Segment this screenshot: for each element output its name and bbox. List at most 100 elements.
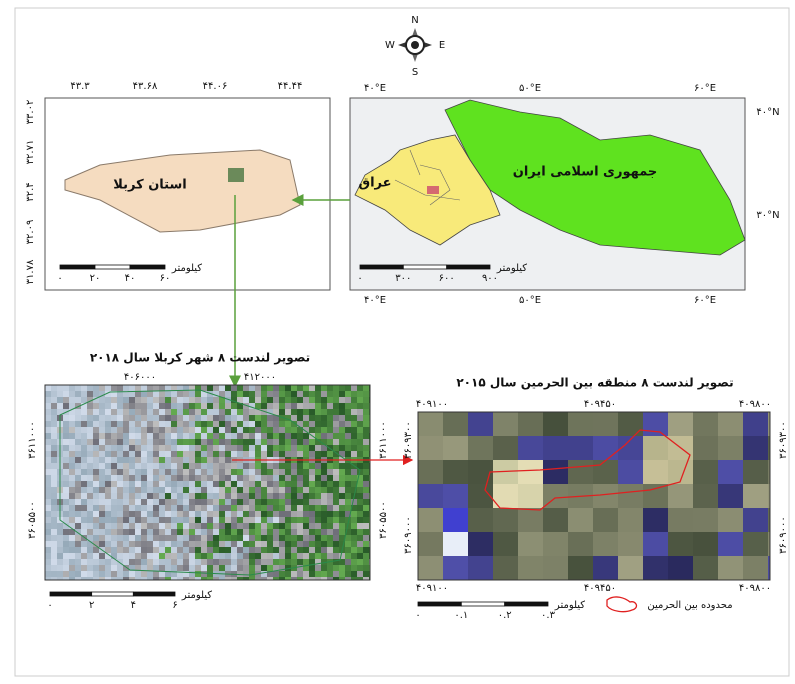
karbala-location (427, 186, 439, 194)
pixel (273, 523, 279, 529)
pixel (363, 409, 369, 415)
pixel (195, 529, 201, 535)
pixel (351, 409, 357, 415)
pixel (339, 571, 345, 577)
pixel (105, 451, 111, 457)
pixel (357, 511, 363, 517)
pixel (291, 505, 297, 511)
pixel (345, 403, 351, 409)
pixel (291, 445, 297, 451)
pixel (291, 571, 297, 577)
pixel (593, 532, 618, 556)
pixel (291, 439, 297, 445)
pixel (267, 499, 273, 505)
pixel (129, 505, 135, 511)
pixel (593, 484, 618, 508)
pixel (189, 391, 195, 397)
pixel (207, 487, 213, 493)
pixel (718, 508, 743, 532)
pixel (273, 445, 279, 451)
pixel (93, 553, 99, 559)
tick-label: ۳۲.۴ (25, 182, 36, 201)
pixel (207, 547, 213, 553)
pixel (123, 439, 129, 445)
pixel (225, 421, 231, 427)
pixel (345, 481, 351, 487)
pixel (351, 547, 357, 553)
pixel (75, 385, 81, 391)
pixel (297, 547, 303, 553)
pixel (189, 475, 195, 481)
pixel (183, 397, 189, 403)
label: E (439, 40, 445, 51)
pixel (261, 445, 267, 451)
pixel (279, 577, 285, 580)
pixel (87, 511, 93, 517)
pixel (643, 508, 668, 532)
pixel (231, 475, 237, 481)
pixel (183, 493, 189, 499)
pixel (363, 505, 369, 511)
pixel (219, 553, 225, 559)
pixel (333, 451, 339, 457)
pixel (45, 529, 51, 535)
pixel (357, 421, 363, 427)
pixel (153, 487, 159, 493)
pixel (249, 541, 255, 547)
pixel (249, 493, 255, 499)
pixel (189, 511, 195, 517)
pixel (117, 481, 123, 487)
pixel (327, 487, 333, 493)
pixel (57, 535, 63, 541)
label: N (411, 15, 418, 26)
pixel (297, 451, 303, 457)
pixel (219, 439, 225, 445)
pixel (183, 481, 189, 487)
pixel (51, 553, 57, 559)
pixel (231, 427, 237, 433)
pixel (219, 463, 225, 469)
pixel (129, 571, 135, 577)
pixel (315, 511, 321, 517)
tick-label: ۳۶۱۱۰۰۰ (378, 421, 389, 459)
pixel (213, 469, 219, 475)
pixel (141, 523, 147, 529)
pixel (69, 577, 75, 580)
pixel (81, 559, 87, 565)
pixel (768, 412, 770, 436)
pixel (255, 511, 261, 517)
pixel (219, 547, 225, 553)
pixel (183, 511, 189, 517)
pixel (668, 508, 693, 532)
pixel (339, 409, 345, 415)
pixel (291, 421, 297, 427)
pixel (261, 397, 267, 403)
pixel (267, 409, 273, 415)
pixel (339, 559, 345, 565)
pixel (141, 397, 147, 403)
pixel (201, 547, 207, 553)
pixel (117, 577, 123, 580)
pixel (93, 541, 99, 547)
pixel (57, 523, 63, 529)
pixel (231, 541, 237, 547)
pixel (81, 499, 87, 505)
pixel (207, 571, 213, 577)
pixel (315, 553, 321, 559)
pixel (159, 577, 165, 580)
pixel (177, 517, 183, 523)
pixel (123, 559, 129, 565)
pixel (69, 415, 75, 421)
pixel (237, 553, 243, 559)
pixel (93, 397, 99, 403)
pixel (339, 577, 345, 580)
pixel (99, 469, 105, 475)
pixel (69, 553, 75, 559)
pixel (327, 415, 333, 421)
pixel (357, 529, 363, 535)
pixel (183, 523, 189, 529)
pixel (309, 547, 315, 553)
pixel (333, 439, 339, 445)
pixel (75, 541, 81, 547)
pixel (339, 535, 345, 541)
